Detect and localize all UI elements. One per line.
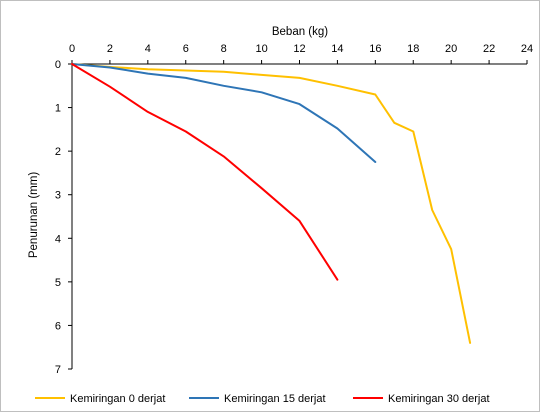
x-tick-label: 8	[221, 43, 227, 55]
series-line-2	[71, 63, 339, 281]
y-tick-label: 5	[55, 277, 61, 289]
y-tick-label: 2	[55, 146, 61, 158]
legend-label-2: Kemiringan 30 derjat	[388, 393, 490, 405]
y-tick-label: 3	[55, 190, 61, 202]
y-tick-label: 7	[55, 364, 61, 376]
x-tick-label: 6	[183, 43, 189, 55]
x-tick-label: 12	[293, 43, 305, 55]
x-axis-title: Beban (kg)	[272, 26, 328, 38]
x-tick-label: 18	[407, 43, 419, 55]
x-tick-label: 20	[445, 43, 457, 55]
x-tick-label: 0	[69, 43, 75, 55]
x-tick-label: 24	[521, 43, 533, 55]
x-tick-label: 22	[483, 43, 495, 55]
legend: Kemiringan 0 derjat Kemiringan 15 derjat K…	[35, 393, 490, 405]
series-line-1	[71, 63, 377, 163]
series-line-0	[71, 63, 472, 344]
x-tick-label: 16	[369, 43, 381, 55]
legend-label-1: Kemiringan 15 derjat	[224, 393, 326, 405]
y-tick-label: 4	[55, 233, 61, 245]
x-tick-label: 4	[145, 43, 151, 55]
y-tick-label: 1	[55, 103, 61, 115]
y-axis-title: Penurunan (mm)	[28, 172, 40, 258]
series-layer	[71, 63, 472, 344]
x-tick-label: 2	[107, 43, 113, 55]
y-tick-label: 0	[55, 59, 61, 71]
y-tick-label: 6	[55, 320, 61, 332]
x-tick-label: 10	[255, 43, 267, 55]
legend-label-0: Kemiringan 0 derjat	[70, 393, 165, 405]
x-tick-label: 14	[331, 43, 343, 55]
